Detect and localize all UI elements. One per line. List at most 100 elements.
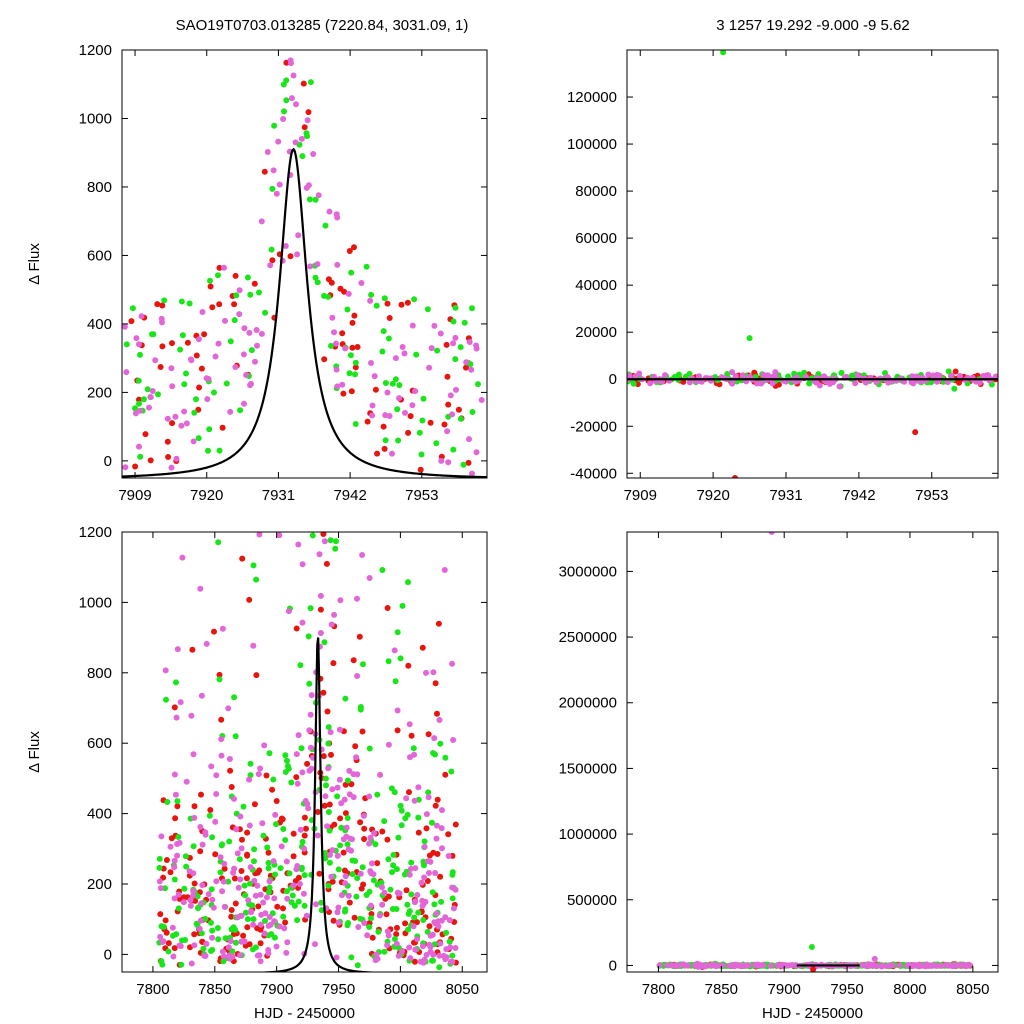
data-point: [313, 901, 319, 908]
plot-frame: [121, 49, 488, 479]
data-point: [434, 347, 441, 354]
data-point: [730, 962, 737, 969]
data-point: [438, 898, 445, 905]
data-point: [363, 892, 370, 898]
data-point: [190, 843, 197, 850]
data-point: [414, 892, 421, 898]
data-point: [423, 825, 430, 832]
outlier-point: [810, 966, 817, 972]
data-point: [442, 914, 449, 921]
data-point: [123, 341, 130, 348]
data-point: [244, 924, 251, 931]
data-point: [252, 358, 258, 365]
data-point: [463, 364, 469, 371]
data-point: [266, 914, 273, 920]
data-point: [147, 457, 154, 464]
data-point: [282, 837, 289, 843]
data-point: [329, 878, 336, 885]
data-point: [452, 356, 459, 363]
data-point: [191, 942, 198, 949]
data-point: [155, 391, 161, 398]
data-point: [272, 871, 278, 878]
data-point: [322, 775, 329, 782]
data-point: [306, 196, 313, 203]
data-point: [303, 825, 309, 832]
data-point: [323, 560, 330, 567]
data-point: [429, 819, 435, 826]
data-point: [389, 869, 395, 876]
data-point: [423, 811, 430, 818]
data-point: [191, 880, 198, 887]
data-point: [308, 765, 315, 772]
data-point: [228, 926, 235, 933]
data-point: [452, 334, 459, 341]
data-point: [417, 466, 424, 473]
data-point: [314, 832, 321, 839]
data-point: [344, 922, 351, 929]
data-point: [265, 859, 272, 866]
data-point: [340, 390, 347, 397]
data-point: [836, 383, 843, 390]
x-tick-label: 7942: [333, 487, 366, 504]
data-point: [443, 341, 450, 348]
data-point: [173, 679, 179, 686]
data-point: [473, 449, 480, 456]
data-point: [232, 364, 239, 370]
data-point: [439, 845, 445, 852]
data-point: [207, 277, 213, 284]
data-point: [408, 891, 415, 898]
data-point: [188, 357, 195, 364]
x-tick-label: 7920: [190, 487, 223, 504]
data-point: [394, 629, 401, 636]
data-point: [446, 917, 453, 924]
y-tick-label: 3000000: [559, 563, 617, 580]
data-point: [282, 919, 289, 926]
data-point: [180, 899, 187, 906]
data-point: [426, 364, 433, 371]
data-point: [321, 292, 327, 299]
data-point: [425, 731, 432, 738]
data-point: [390, 862, 397, 869]
data-point: [181, 381, 188, 388]
data-point: [431, 322, 438, 329]
data-point: [190, 888, 197, 894]
data-point: [447, 392, 454, 399]
data-point: [669, 962, 675, 969]
plot-area: [627, 50, 998, 478]
data-point: [426, 852, 433, 859]
data-point: [436, 717, 443, 723]
data-point: [331, 821, 338, 828]
data-point: [407, 865, 414, 872]
data-point: [395, 437, 402, 444]
data-point: [250, 642, 257, 649]
data-point: [203, 940, 210, 947]
data-point: [217, 869, 224, 876]
data-point: [443, 946, 450, 953]
data-point: [384, 300, 391, 307]
data-point: [409, 402, 416, 409]
data-point: [236, 287, 243, 294]
data-point: [367, 834, 374, 841]
data-point: [163, 696, 169, 703]
y-tick-label: 60000: [575, 230, 617, 247]
data-point: [266, 878, 273, 885]
data-point: [288, 899, 295, 906]
data-point: [411, 914, 418, 921]
data-point: [208, 919, 214, 926]
data-point: [380, 423, 387, 430]
data-point: [244, 274, 251, 281]
data-point: [324, 708, 331, 715]
data-point: [305, 805, 312, 812]
data-point: [830, 379, 836, 386]
data-point: [368, 911, 375, 917]
data-point: [231, 795, 237, 802]
data-point: [154, 301, 161, 308]
data-point: [269, 257, 276, 264]
data-point: [276, 181, 283, 188]
data-point: [356, 633, 363, 640]
data-point: [159, 961, 166, 968]
data-point: [298, 864, 305, 871]
data-point: [247, 382, 254, 389]
y-axis-label: Δ Flux: [26, 731, 43, 773]
data-point: [453, 386, 459, 393]
